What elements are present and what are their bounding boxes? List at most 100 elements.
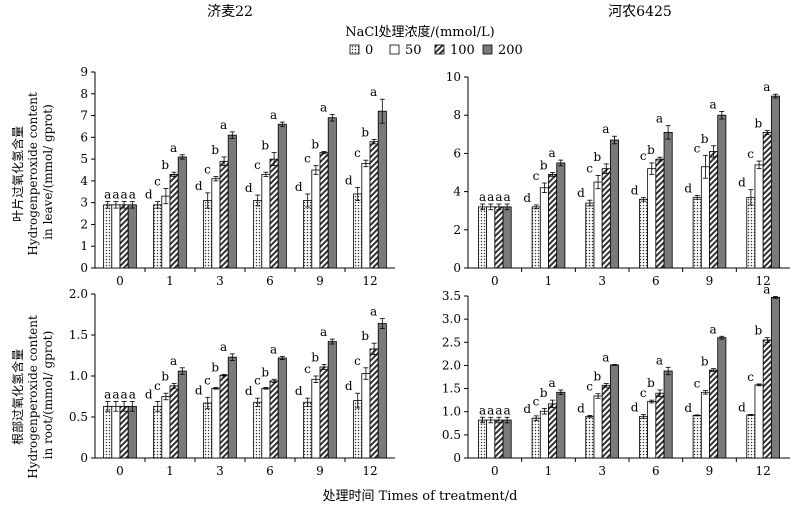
bar-s100 bbox=[119, 204, 129, 269]
significance-label: d bbox=[345, 173, 353, 187]
bar-s100 bbox=[601, 384, 611, 459]
x-tick-label: 3 bbox=[598, 274, 606, 288]
y-tick-label: 1.5 bbox=[69, 328, 88, 342]
significance-label: b bbox=[261, 365, 269, 379]
legend: NaCl处理浓度/(mmol/L) 0 50 100 200 bbox=[345, 24, 523, 58]
significance-label: a bbox=[549, 146, 556, 160]
x-tick-label: 12 bbox=[756, 274, 771, 288]
significance-label: d bbox=[738, 400, 746, 414]
significance-label: b bbox=[593, 150, 601, 164]
x-tick-label: 6 bbox=[266, 274, 274, 288]
legend-swatch-0 bbox=[349, 44, 360, 55]
significance-label: c bbox=[533, 394, 540, 408]
significance-label: c bbox=[640, 149, 647, 163]
x-tick-label: 9 bbox=[706, 464, 714, 478]
significance-label: a bbox=[495, 190, 502, 204]
bar-s200 bbox=[327, 117, 337, 269]
significance-label: d bbox=[145, 387, 153, 401]
panel-henong6425-root: 00.51.01.52.02.53.03.50a a a a1dcba3dcba6dc… bbox=[442, 282, 790, 478]
significance-label: a bbox=[170, 354, 177, 368]
bar-s100 bbox=[709, 369, 719, 459]
x-tick-label: 12 bbox=[362, 274, 377, 288]
y-tick-label: 2.0 bbox=[69, 287, 88, 301]
x-tick-label: 1 bbox=[166, 464, 174, 478]
y-tick-label: 1.5 bbox=[442, 382, 461, 396]
bar-s200 bbox=[277, 357, 287, 459]
y-tick-label: 4 bbox=[80, 174, 88, 188]
significance-label: d bbox=[684, 181, 692, 195]
bar-s100 bbox=[494, 206, 504, 269]
legend-label-200: 200 bbox=[498, 43, 523, 58]
bar-s200 bbox=[227, 134, 237, 269]
bar-s100 bbox=[219, 160, 229, 269]
significance-label: b bbox=[211, 360, 219, 374]
bar-s0 bbox=[639, 198, 649, 269]
bar-s0 bbox=[103, 405, 113, 459]
bar-s0 bbox=[153, 405, 163, 459]
significance-label: a bbox=[479, 190, 486, 204]
significance-label: a bbox=[370, 305, 377, 319]
panel-jimai22-root: 00.51.01.52.00a a a a1dcba3dcba6dcba9dcba12… bbox=[69, 287, 395, 478]
significance-label: d bbox=[631, 400, 639, 414]
bar-s0 bbox=[478, 206, 488, 269]
legend-label-50: 50 bbox=[405, 43, 422, 58]
significance-label: a bbox=[370, 85, 377, 99]
bar-s50 bbox=[211, 387, 221, 459]
bar-s50 bbox=[211, 178, 221, 269]
y-tick-label: 4 bbox=[453, 185, 461, 199]
bar-s200 bbox=[502, 419, 512, 459]
bar-s200 bbox=[609, 364, 619, 459]
bar-s100 bbox=[319, 366, 329, 459]
bar-s100 bbox=[219, 374, 229, 459]
bar-s200 bbox=[377, 323, 387, 459]
bar-s0 bbox=[353, 400, 363, 459]
significance-label: a bbox=[479, 403, 486, 417]
bar-s50 bbox=[261, 387, 271, 459]
significance-label: c bbox=[204, 163, 211, 177]
bar-s50 bbox=[486, 206, 496, 269]
bar-s200 bbox=[556, 162, 566, 269]
significance-label: d bbox=[631, 183, 639, 197]
bar-s100 bbox=[369, 348, 379, 459]
legend-swatch-200 bbox=[482, 44, 493, 55]
bar-s200 bbox=[717, 337, 727, 459]
bar-s200 bbox=[663, 370, 673, 459]
legend-label-0: 0 bbox=[365, 43, 373, 58]
significance-label: b bbox=[754, 324, 762, 338]
significance-label: b bbox=[754, 116, 762, 130]
bar-s0 bbox=[253, 200, 263, 269]
significance-label: a bbox=[487, 190, 494, 204]
bar-s200 bbox=[502, 206, 512, 269]
significance-label: d bbox=[577, 186, 585, 200]
bar-s50 bbox=[700, 166, 710, 269]
bar-s100 bbox=[548, 403, 558, 459]
bar-s200 bbox=[556, 391, 566, 459]
significance-label: b bbox=[701, 355, 709, 369]
y-tick-label: 2 bbox=[80, 217, 88, 231]
significance-label: a bbox=[504, 403, 511, 417]
bar-s50 bbox=[361, 163, 371, 269]
bar-s200 bbox=[377, 110, 387, 269]
x-tick-label: 3 bbox=[598, 464, 606, 478]
significance-label: d bbox=[684, 401, 692, 415]
significance-label: b bbox=[361, 329, 369, 343]
significance-label: a bbox=[320, 325, 327, 339]
significance-label: c bbox=[304, 362, 311, 376]
bar-s0 bbox=[203, 402, 213, 459]
significance-label: b bbox=[161, 158, 169, 172]
col-title-henong6425: 河农6425 bbox=[608, 4, 672, 20]
significance-label: a bbox=[487, 403, 494, 417]
significance-label: d bbox=[738, 176, 746, 190]
y-tick-label: 8 bbox=[80, 87, 88, 101]
x-tick-label: 9 bbox=[316, 464, 324, 478]
significance-label: a bbox=[320, 100, 327, 114]
significance-label: b bbox=[647, 143, 655, 157]
bar-s50 bbox=[361, 373, 371, 459]
y-tick-label: 2.5 bbox=[442, 335, 461, 349]
bar-s0 bbox=[203, 200, 213, 269]
bar-s50 bbox=[111, 405, 121, 459]
legend-swatch-100 bbox=[434, 44, 445, 55]
y-tick-label: 0.5 bbox=[442, 428, 461, 442]
significance-label: c bbox=[254, 373, 261, 387]
bar-s50 bbox=[161, 195, 171, 269]
